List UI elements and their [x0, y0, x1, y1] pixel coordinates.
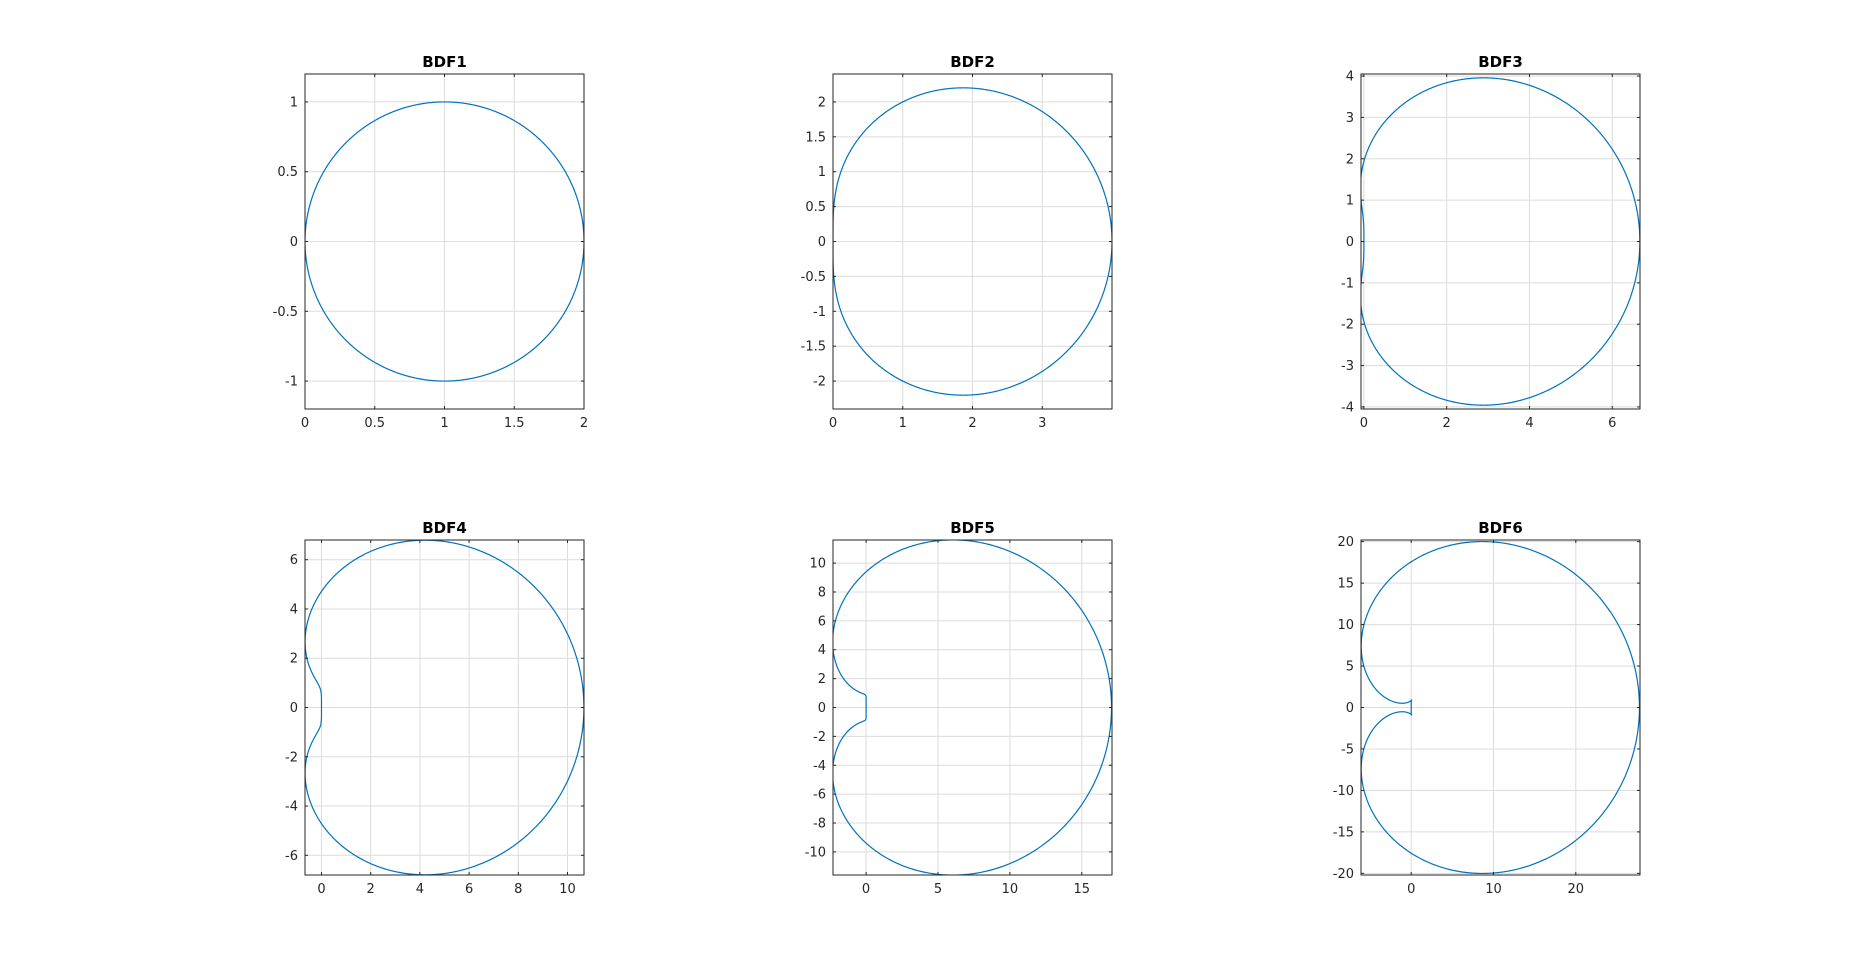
y-tick-label: 5: [1346, 660, 1354, 675]
subplot-bdf3: 0 2 4 6 4 3 2 1 0 -1 -2 -3 -4 BDF3: [1341, 53, 1641, 431]
y-tick-label: 0: [290, 235, 298, 250]
y-tick-label: 3: [1346, 111, 1354, 126]
subplot-title: BDF5: [950, 519, 995, 537]
y-tick-label: -2: [813, 730, 826, 745]
y-tick-label: -1.5: [801, 340, 826, 355]
x-tick-label: 1: [899, 416, 907, 431]
x-tick-label: 2: [367, 882, 375, 897]
stability-boundary-curve: [833, 87, 1112, 396]
y-tick-label: -2: [285, 750, 298, 765]
y-tick-label: 10: [1337, 618, 1354, 633]
y-tick-label: 1: [290, 95, 298, 110]
subplot-title: BDF2: [950, 53, 995, 71]
x-tick-label: 0: [862, 882, 870, 897]
x-tick-label: 15: [1074, 882, 1091, 897]
x-tick-label: 0: [1360, 416, 1368, 431]
x-tick-label: 2: [1443, 416, 1451, 431]
y-tick-label: -1: [1341, 276, 1354, 291]
y-tick-label: -1: [813, 305, 826, 320]
y-tick-label: -0.5: [801, 270, 826, 285]
y-tick-label: -3: [1341, 359, 1354, 374]
y-tick-label: -4: [813, 759, 826, 774]
y-tick-label: 6: [818, 614, 826, 629]
y-tick-label: 20: [1337, 535, 1354, 550]
x-tick-label: 10: [1002, 882, 1019, 897]
x-tick-label: 10: [559, 882, 576, 897]
y-tick-label: 8: [818, 585, 826, 600]
subplot-bdf1: 0 0.5 1 1.5 2 1 0.5 0 -0.5 -1 BDF1: [273, 53, 589, 431]
subplot-bdf4: 0 2 4 6 8 10 6 4 2 0 -2 -4 -6 BDF4: [285, 519, 585, 897]
y-tick-label: 0.5: [277, 165, 298, 180]
y-tick-label: 4: [818, 643, 826, 658]
subplot-bdf6: 0 10 20 20 15 10 5 0 -5 -10 -15 -20 BDF6: [1333, 519, 1641, 897]
y-tick-label: -5: [1341, 742, 1354, 757]
x-tick-label: 4: [1525, 416, 1533, 431]
y-tick-label: 15: [1337, 577, 1354, 592]
x-tick-label: 3: [1038, 416, 1046, 431]
x-tick-label: 1.5: [504, 416, 525, 431]
y-tick-label: 4: [1346, 70, 1354, 85]
y-tick-label: -2: [813, 375, 826, 390]
y-tick-label: -10: [1333, 784, 1354, 799]
y-tick-label: 1: [1346, 194, 1354, 209]
x-tick-label: 0: [829, 416, 837, 431]
y-tick-label: 2: [290, 652, 298, 667]
y-tick-label: 2: [818, 672, 826, 687]
x-tick-label: 1: [440, 416, 448, 431]
subplot-bdf2: 0 1 2 3 2 1.5 1 0.5 0 -0.5 -1 -1.5 -2 BDF2: [801, 53, 1113, 431]
y-tick-label: -4: [1341, 400, 1354, 415]
x-tick-label: 20: [1568, 882, 1585, 897]
y-tick-label: -10: [805, 845, 826, 860]
y-tick-label: 0: [818, 235, 826, 250]
y-tick-label: -8: [813, 817, 826, 832]
subplot-title: BDF4: [422, 519, 467, 537]
y-tick-label: -6: [285, 849, 298, 864]
y-tick-label: -0.5: [273, 305, 298, 320]
y-tick-label: -20: [1333, 867, 1354, 882]
y-tick-label: 1.5: [805, 130, 826, 145]
subplot-title: BDF6: [1478, 519, 1523, 537]
subplot-title: BDF3: [1478, 53, 1523, 71]
subplot-bdf5: 0 5 10 15 10 8 6 4 2 0 -2 -4 -6 -8 -10 BDF5: [805, 519, 1113, 897]
y-tick-label: 1: [818, 165, 826, 180]
x-tick-label: 0.5: [364, 416, 385, 431]
y-tick-label: 0: [818, 701, 826, 716]
y-tick-label: 0: [1346, 235, 1354, 250]
y-tick-label: 0: [1346, 701, 1354, 716]
y-tick-label: 0.5: [805, 200, 826, 215]
y-tick-label: -2: [1341, 318, 1354, 333]
y-tick-label: 10: [809, 557, 826, 572]
x-tick-label: 6: [465, 882, 473, 897]
x-tick-label: 8: [514, 882, 522, 897]
y-tick-label: -4: [285, 800, 298, 815]
y-tick-label: 2: [1346, 152, 1354, 167]
x-tick-label: 2: [968, 416, 976, 431]
y-tick-label: 6: [290, 553, 298, 568]
y-tick-label: -6: [813, 788, 826, 803]
stability-boundary-curve: [305, 101, 584, 382]
x-tick-label: 10: [1485, 882, 1502, 897]
x-tick-label: 4: [416, 882, 424, 897]
y-tick-label: 0: [290, 701, 298, 716]
y-tick-label: 4: [290, 602, 298, 617]
y-tick-label: -15: [1333, 825, 1354, 840]
subplot-title: BDF1: [422, 53, 467, 71]
x-tick-label: 0: [317, 882, 325, 897]
y-tick-label: -1: [285, 375, 298, 390]
x-tick-label: 0: [1407, 882, 1415, 897]
x-tick-label: 2: [580, 416, 588, 431]
x-tick-label: 5: [934, 882, 942, 897]
y-tick-label: 2: [818, 95, 826, 110]
x-tick-label: 6: [1608, 416, 1616, 431]
x-tick-label: 0: [301, 416, 309, 431]
